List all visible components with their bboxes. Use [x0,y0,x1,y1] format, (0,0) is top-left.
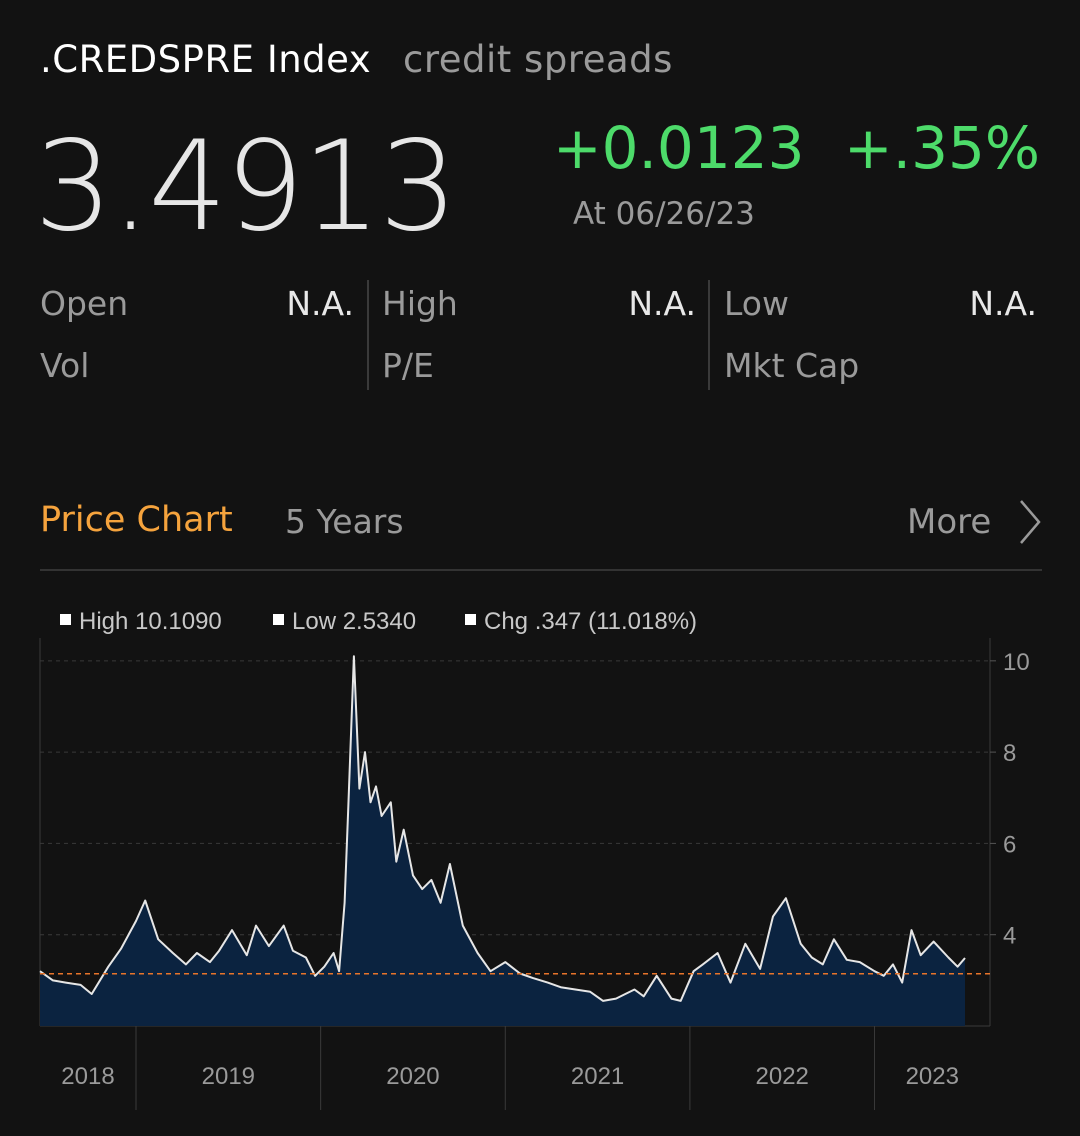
open-label: Open [40,284,129,323]
ticker-symbol: .CREDSPRE Index [40,38,372,81]
stats-divider [708,280,710,390]
x-tick-label: 2023 [906,1063,959,1090]
low-value: N.A. [969,284,1037,323]
legend-entry: Low 2.5340 [292,608,416,635]
x-tick-label: 2019 [202,1063,255,1090]
as-of-date: At 06/26/23 [573,196,755,232]
legend-marker [465,614,476,625]
y-tick-label: 6 [1003,831,1016,858]
series-area-fill [40,656,965,1026]
more-label: More [907,502,992,542]
x-tick-label: 2021 [571,1063,624,1090]
vol-label: Vol [40,346,90,385]
ticker-description: credit spreads [403,38,673,81]
legend-marker [273,614,284,625]
x-tick-label: 2018 [61,1063,114,1090]
open-value: N.A. [286,284,354,323]
mktcap-label: Mkt Cap [724,346,860,385]
legend-entry: High 10.1090 [79,608,222,635]
section-divider [40,569,1042,571]
chart-range-selector[interactable]: 5 Years [285,502,404,541]
high-value: N.A. [628,284,696,323]
price-change-percent: +.35% [844,114,1040,182]
high-label: High [382,284,458,323]
legend-marker [60,614,71,625]
legend-entry: Chg .347 (11.018%) [484,608,697,635]
x-tick-label: 2022 [756,1063,809,1090]
price-chart[interactable]: 4 6 8 10 2018 2019 2020 2021 2022 2023 High 10.109… [0,590,1080,1120]
chevron-right-icon [1020,500,1041,544]
series-line [39,655,966,1002]
more-button[interactable]: More [907,496,1047,552]
low-label: Low [724,284,789,323]
y-tick-label: 4 [1003,923,1016,950]
price-chart-tab[interactable]: Price Chart [40,500,233,540]
x-tick-label: 2020 [386,1063,439,1090]
last-price: 3.4913 [34,115,458,259]
y-tick-label: 8 [1003,740,1016,767]
y-tick-label: 10 [1003,649,1030,676]
stats-divider [367,280,369,390]
price-change: +0.0123 [553,114,805,182]
pe-label: P/E [382,346,434,385]
